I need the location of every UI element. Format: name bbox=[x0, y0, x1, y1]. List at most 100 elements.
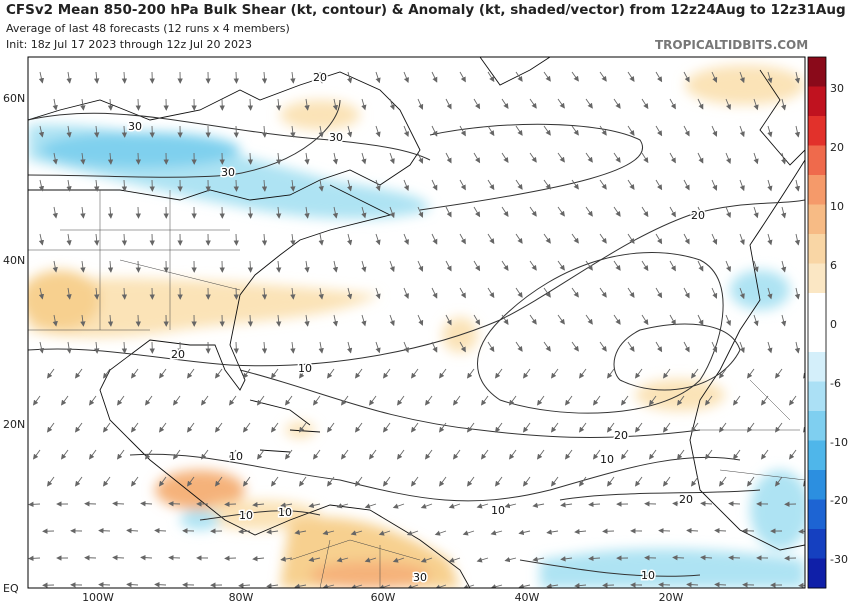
vector bbox=[172, 449, 181, 460]
vector bbox=[346, 233, 353, 246]
vector bbox=[336, 557, 349, 563]
vector bbox=[578, 368, 587, 379]
vector bbox=[487, 287, 495, 299]
vector bbox=[753, 260, 759, 273]
vector bbox=[318, 71, 324, 84]
vector bbox=[261, 233, 268, 246]
vector bbox=[585, 314, 593, 325]
vector bbox=[697, 260, 704, 272]
vector bbox=[529, 206, 537, 217]
contour-label: 20 bbox=[614, 429, 628, 442]
vector bbox=[550, 476, 559, 487]
vector bbox=[781, 260, 787, 273]
longitude-label: 60W bbox=[371, 591, 396, 604]
vector bbox=[459, 179, 466, 191]
vector bbox=[242, 422, 251, 433]
vector bbox=[613, 314, 621, 325]
vector bbox=[396, 395, 405, 406]
vector bbox=[98, 582, 111, 588]
vector bbox=[60, 395, 69, 406]
coastlines bbox=[28, 57, 805, 588]
vector bbox=[140, 554, 153, 561]
vector bbox=[760, 395, 769, 406]
vector bbox=[80, 260, 86, 273]
vector bbox=[290, 71, 296, 84]
vector bbox=[332, 152, 339, 165]
vector bbox=[186, 368, 195, 379]
vector bbox=[417, 152, 424, 164]
vector bbox=[515, 287, 523, 298]
vector bbox=[107, 314, 114, 327]
watermark: TROPICALTIDBITS.COM bbox=[655, 38, 809, 52]
vector bbox=[318, 125, 324, 138]
vector bbox=[760, 449, 769, 460]
vector bbox=[275, 98, 282, 111]
vector bbox=[80, 314, 86, 327]
vector bbox=[52, 314, 58, 327]
contour-label: 10 bbox=[491, 504, 505, 517]
vector bbox=[753, 206, 759, 219]
vector bbox=[606, 422, 615, 433]
colorbar-swatch bbox=[808, 57, 826, 87]
vector bbox=[88, 395, 97, 406]
colorbar-swatch bbox=[808, 322, 826, 353]
vector bbox=[135, 314, 142, 327]
vector bbox=[275, 314, 282, 327]
contour-label: 20 bbox=[679, 493, 693, 506]
vector bbox=[753, 98, 759, 111]
vector bbox=[574, 582, 587, 588]
colorbar-label: 0 bbox=[830, 318, 837, 331]
vector bbox=[445, 260, 452, 272]
vector bbox=[256, 449, 265, 460]
vector bbox=[704, 395, 713, 406]
vector bbox=[490, 530, 503, 536]
vector bbox=[389, 206, 395, 219]
vector bbox=[613, 260, 621, 271]
vector bbox=[683, 179, 690, 191]
vector bbox=[655, 341, 663, 353]
vector bbox=[781, 152, 787, 165]
vector bbox=[424, 449, 433, 460]
vector bbox=[361, 206, 367, 219]
colorbar-swatch bbox=[808, 529, 826, 559]
vector bbox=[683, 233, 690, 245]
colorbar: 30 20 10 6 0 -6 -10 -20 -30 bbox=[807, 56, 848, 589]
vector bbox=[529, 260, 537, 271]
vector bbox=[620, 395, 629, 406]
vector bbox=[588, 501, 601, 508]
vector bbox=[448, 503, 461, 509]
longitude-label: 80W bbox=[229, 591, 254, 604]
axis-labels: 60N 40N 20N EQ 100W 80W 60W 40W 20W bbox=[3, 92, 684, 604]
vector bbox=[375, 179, 381, 192]
vector bbox=[438, 476, 447, 487]
vector bbox=[403, 233, 409, 246]
contour-label: 30 bbox=[128, 120, 142, 133]
vector bbox=[438, 422, 447, 433]
colorbar-label: 10 bbox=[830, 200, 844, 213]
vector bbox=[238, 528, 251, 535]
vector bbox=[462, 530, 475, 536]
vector bbox=[522, 422, 531, 433]
vector bbox=[88, 449, 97, 460]
vector bbox=[214, 422, 223, 433]
vector bbox=[270, 476, 279, 487]
contour-label: 10 bbox=[278, 506, 292, 519]
vector bbox=[448, 557, 461, 563]
vector bbox=[280, 556, 293, 562]
vector bbox=[543, 125, 551, 136]
colorbar-label: 6 bbox=[830, 259, 837, 272]
vector bbox=[38, 125, 45, 138]
vector bbox=[476, 557, 489, 563]
contour-label: 20 bbox=[691, 209, 705, 222]
vector bbox=[788, 449, 797, 460]
vector bbox=[599, 71, 607, 82]
vector bbox=[32, 395, 41, 406]
vector bbox=[560, 502, 573, 508]
vector bbox=[788, 395, 797, 406]
vector bbox=[592, 449, 601, 460]
vector bbox=[613, 152, 621, 163]
vector bbox=[266, 583, 279, 588]
vector bbox=[116, 395, 125, 406]
vector bbox=[739, 341, 745, 354]
